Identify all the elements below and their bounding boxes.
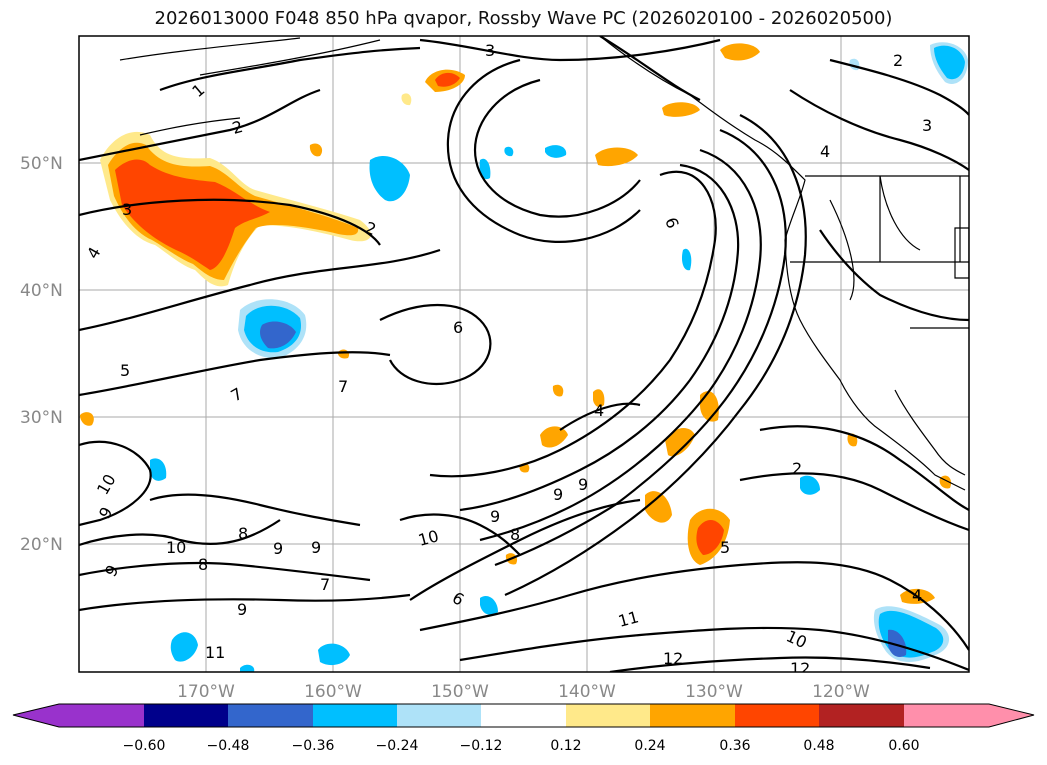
lon-label: 170°W: [177, 682, 235, 702]
positive-anomaly-blobs: [80, 43, 952, 604]
colorbar-tick: 0.36: [719, 738, 750, 754]
colorbar-segment: [735, 704, 819, 727]
contour-label: 2: [792, 459, 802, 478]
contour-label: 9: [490, 507, 500, 526]
contour-lines: [79, 36, 969, 672]
lon-label: 160°W: [304, 682, 362, 702]
lon-label: 130°W: [685, 682, 743, 702]
contour-label: 3: [922, 116, 932, 135]
contour-label: 9: [311, 538, 321, 557]
contour-label: 2: [893, 51, 903, 70]
colorbar-tick: −0.60: [123, 738, 166, 754]
contour-label: 3: [485, 41, 495, 60]
colorbar: −0.60 −0.48 −0.36 −0.24 −0.12 0.12 0.24 …: [12, 703, 1035, 754]
contour-label: 11: [616, 607, 641, 631]
colorbar-segment: [397, 704, 481, 727]
lat-label: 30°N: [20, 408, 63, 428]
colorbar-tick: −0.48: [207, 738, 250, 754]
colorbar-segment: [144, 704, 228, 727]
colorbar-segment: [819, 704, 904, 727]
contour-label: 7: [338, 377, 348, 396]
contour-label: 7: [320, 575, 330, 594]
contour-label: 12: [663, 649, 683, 668]
negative-anomaly-blobs: [150, 42, 968, 672]
colorbar-segment: [650, 704, 735, 727]
contour-label: 8: [238, 524, 248, 543]
contour-label: 12: [790, 659, 810, 678]
coastlines: [119, 36, 969, 491]
colorbar-segment: [481, 704, 566, 727]
contour-label: 8: [198, 555, 208, 574]
colorbar-tick: 0.24: [634, 738, 665, 754]
contour-label: 10: [166, 538, 186, 557]
contour-label: 9: [273, 539, 283, 558]
lat-label: 20°N: [20, 535, 63, 555]
lon-label: 140°W: [558, 682, 616, 702]
colorbar-tick: −0.24: [376, 738, 419, 754]
colorbar-segment: [904, 704, 989, 727]
contour-label: 8: [510, 525, 520, 544]
contour-label: 9: [553, 485, 563, 504]
colorbar-segment: [228, 704, 313, 727]
colorbar-high-arrow: [989, 704, 1034, 727]
contour-label: 4: [912, 586, 922, 605]
contour-label: 5: [120, 361, 130, 380]
colorbar-tick: 0.12: [550, 738, 581, 754]
colorbar-segment: [59, 704, 144, 727]
contour-label: 6: [453, 318, 463, 337]
lon-label: 150°W: [431, 682, 489, 702]
contour-label: 9: [578, 475, 588, 494]
contour-label-group: 3 2 1 2 3 4 3 2 4 6 5 7 7 4 2 10 9 8 10 …: [83, 41, 932, 678]
contour-label: 5: [720, 538, 730, 557]
contour-label: 3: [122, 200, 132, 219]
gridlines: [79, 36, 969, 672]
colorbar-tick: 0.60: [888, 738, 919, 754]
contour-label: 4: [594, 401, 604, 420]
lon-label: 120°W: [812, 682, 870, 702]
lat-label: 50°N: [20, 154, 63, 174]
colorbar-low-arrow: [13, 704, 59, 727]
map-frame: [78, 35, 970, 673]
colorbar-segment: [313, 704, 397, 727]
lat-label: 40°N: [20, 281, 63, 301]
contour-label: 11: [205, 643, 225, 662]
contour-label: 2: [230, 117, 245, 138]
colorbar-tick: 0.48: [803, 738, 834, 754]
chart-title: 2026013000 F048 850 hPa qvapor, Rossby W…: [154, 8, 893, 29]
colorbar-tick: −0.36: [292, 738, 335, 754]
colorbar-tick: −0.12: [460, 738, 503, 754]
contour-label: 9: [237, 600, 247, 619]
map-area: [79, 36, 969, 672]
colorbar-segment: [566, 704, 650, 727]
contour-label: 10: [416, 526, 441, 550]
contour-label: 4: [820, 142, 830, 161]
